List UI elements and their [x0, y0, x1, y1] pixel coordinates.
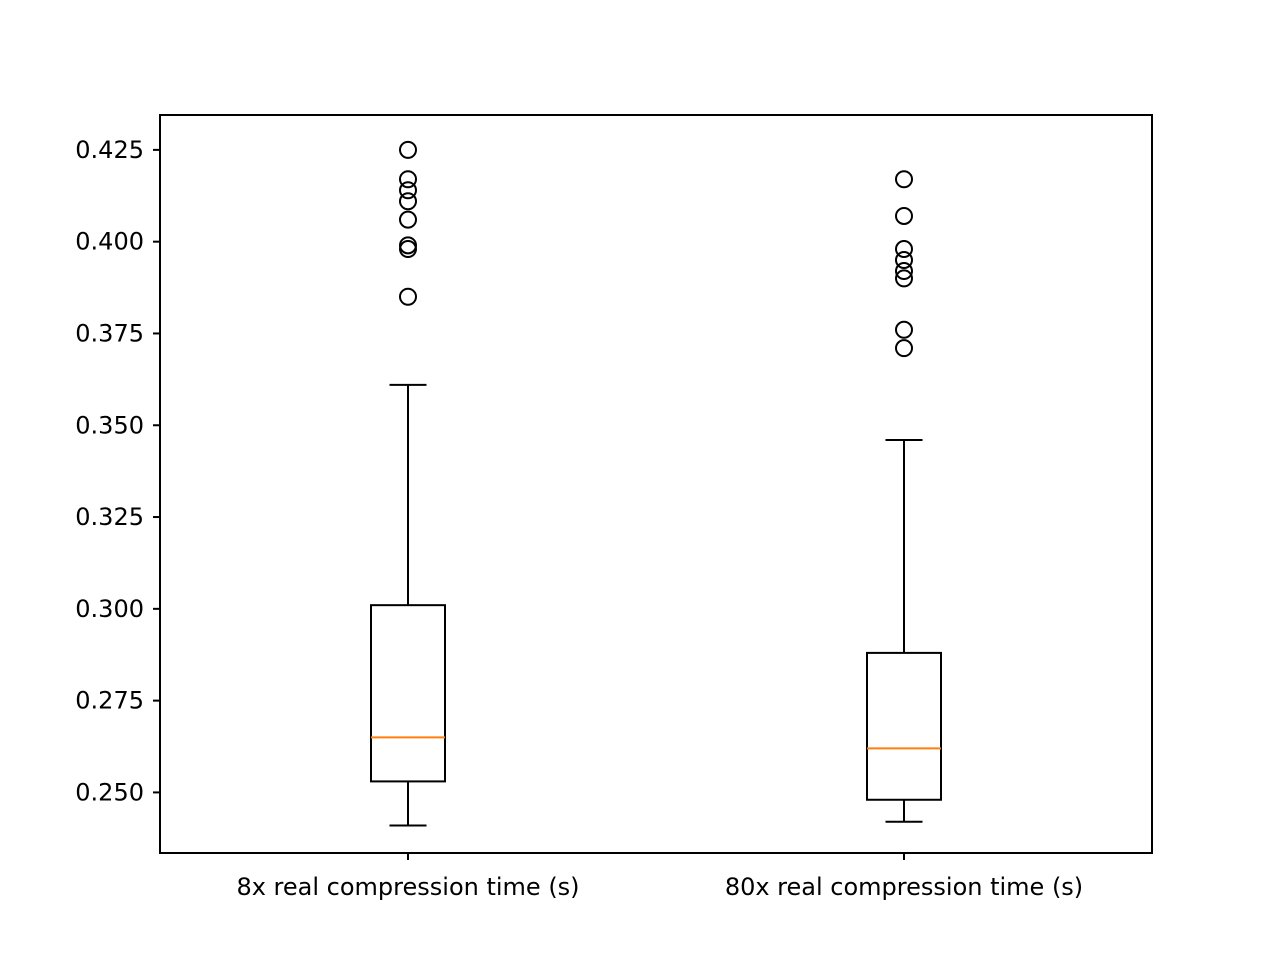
y-tick-label: 0.375: [75, 319, 144, 347]
outlier-point: [399, 170, 417, 189]
iqr-box: [370, 604, 446, 783]
outlier-point: [399, 210, 417, 229]
y-tick-label: 0.275: [75, 687, 144, 715]
outlier-point: [895, 262, 913, 281]
outlier-point: [399, 236, 417, 255]
axes-frame: [159, 114, 1153, 854]
plot-area: 0.250 0.275 0.300 0.325 0.350 0.375 0.400 0.425…: [75, 136, 1083, 901]
outlier-point: [399, 181, 417, 200]
y-tick-label: 0.325: [75, 503, 144, 531]
x-tick-label: 80x real compression time (s): [725, 873, 1083, 901]
outlier-point: [895, 206, 913, 225]
y-tick-label: 0.425: [75, 136, 144, 164]
outlier-point: [399, 192, 417, 211]
outlier-point: [399, 287, 417, 306]
x-tick-label: 8x real compression time (s): [236, 873, 579, 901]
outlier-point: [895, 320, 913, 339]
y-tick-label: 0.300: [75, 595, 144, 623]
outlier-point: [895, 170, 913, 189]
y-tick-label: 0.400: [75, 228, 144, 256]
outlier-point: [895, 269, 913, 288]
iqr-box: [866, 651, 942, 801]
outlier-point: [895, 339, 913, 358]
y-tick-label: 0.250: [75, 778, 144, 806]
y-tick-label: 0.350: [75, 411, 144, 439]
outlier-point: [895, 240, 913, 259]
outlier-point: [895, 251, 913, 270]
outlier-point: [399, 140, 417, 159]
